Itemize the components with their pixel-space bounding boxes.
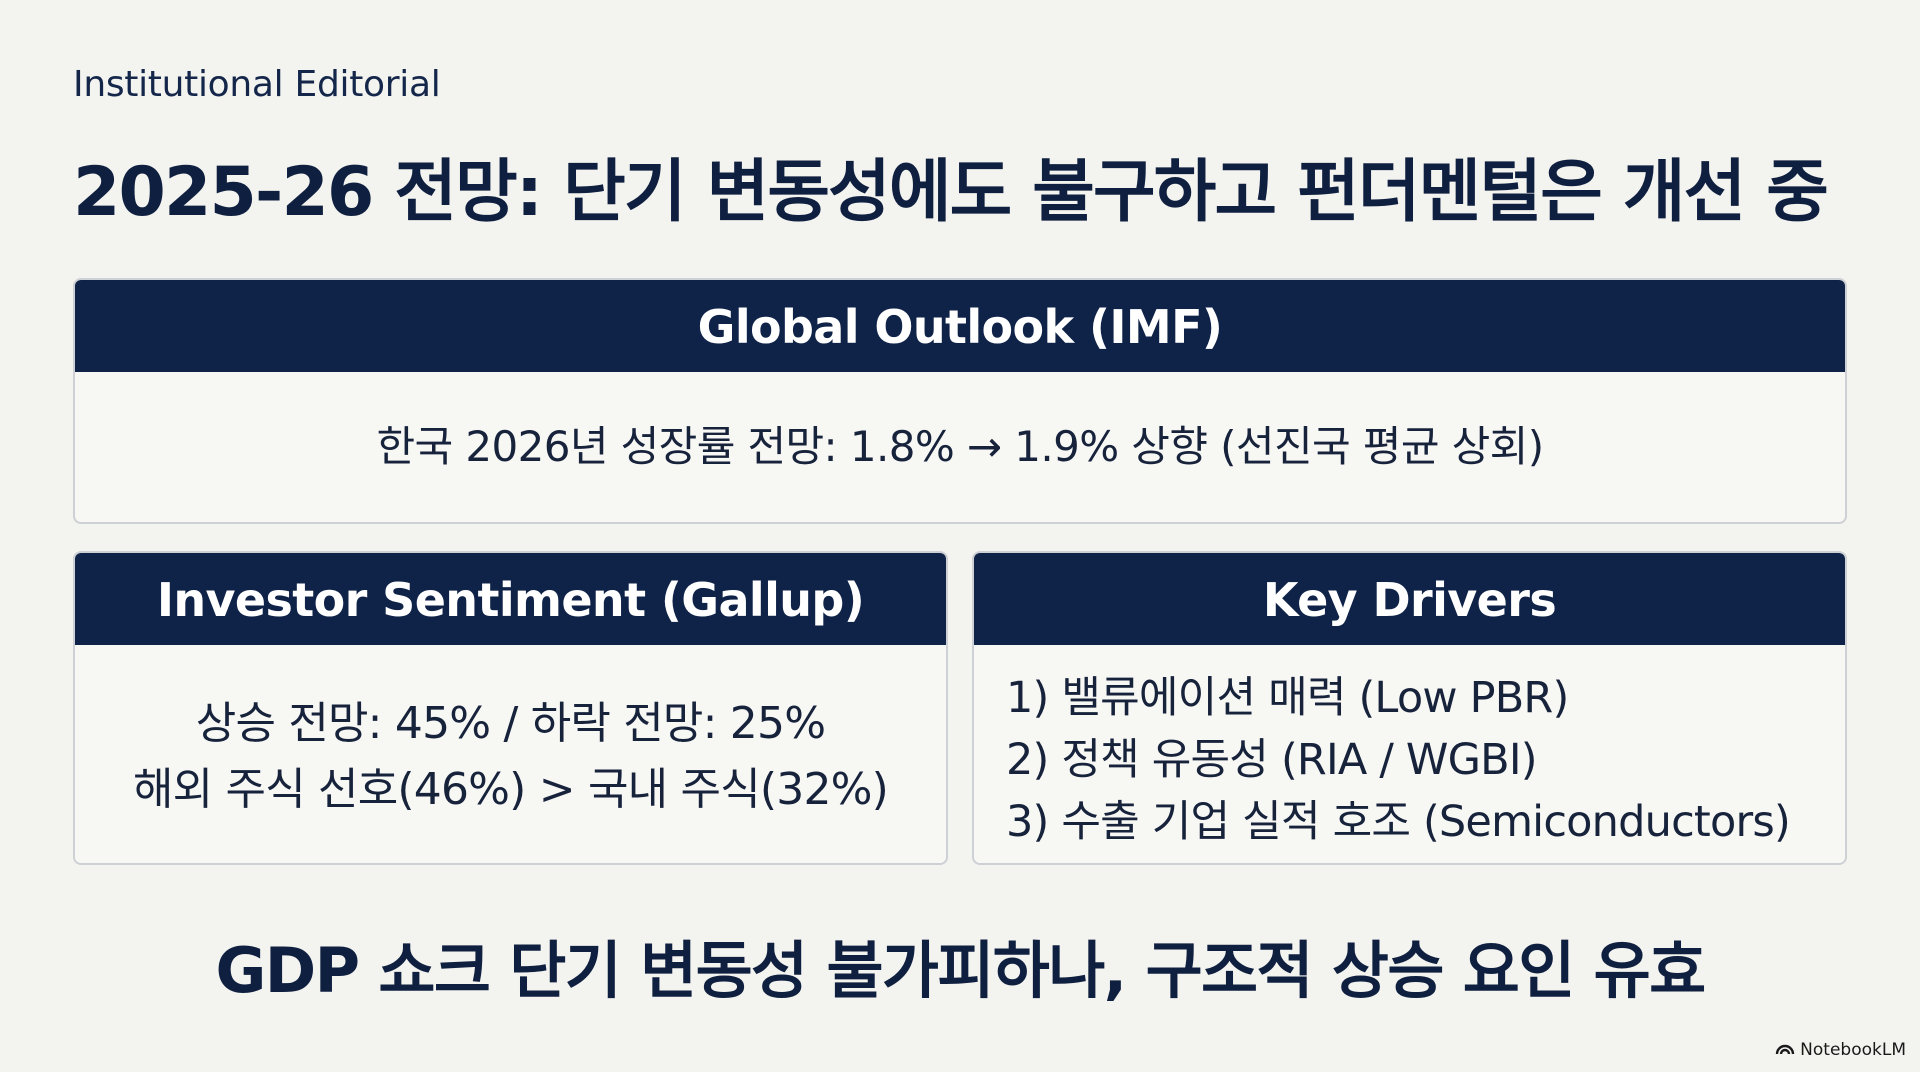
investor-sentiment-card: Investor Sentiment (Gallup) 상승 전망: 45% /… xyxy=(73,551,948,865)
sentiment-line: 상승 전망: 45% / 하락 전망: 25% xyxy=(195,698,826,749)
investor-sentiment-body: 상승 전망: 45% / 하락 전망: 25% 해외 주식 선호(46%) > … xyxy=(75,645,946,823)
notebooklm-icon xyxy=(1775,1040,1795,1060)
driver-item: 1) 밸류에이션 매력 (Low PBR) xyxy=(1006,673,1569,723)
driver-item: 2) 정책 유동성 (RIA / WGBI) xyxy=(1006,735,1538,785)
conclusion-text: GDP 쇼크 단기 변동성 불가피하나, 구조적 상승 요인 유효 xyxy=(215,934,1706,1007)
brand-label: NotebookLM xyxy=(1800,1040,1906,1060)
sentiment-line: 해외 주식 선호(46%) > 국내 주식(32%) xyxy=(132,764,889,815)
page-title: 2025-26 전망: 단기 변동성에도 불구하고 펀더멘털은 개선 중 xyxy=(73,153,1829,232)
key-drivers-heading: Key Drivers xyxy=(974,553,1845,645)
brand-watermark: NotebookLM xyxy=(1775,1040,1906,1060)
kicker: Institutional Editorial xyxy=(73,64,441,105)
global-outlook-heading: Global Outlook (IMF) xyxy=(75,280,1845,372)
key-drivers-list: 1) 밸류에이션 매력 (Low PBR) 2) 정책 유동성 (RIA / W… xyxy=(974,645,1845,853)
investor-sentiment-heading: Investor Sentiment (Gallup) xyxy=(75,553,946,645)
global-outlook-card: Global Outlook (IMF) 한국 2026년 성장률 전망: 1.… xyxy=(73,278,1847,524)
driver-item: 3) 수출 기업 실적 호조 (Semiconductors) xyxy=(1006,797,1791,847)
global-outlook-text: 한국 2026년 성장률 전망: 1.8% → 1.9% 상향 (선진국 평균 … xyxy=(376,422,1545,471)
key-drivers-card: Key Drivers 1) 밸류에이션 매력 (Low PBR) 2) 정책 … xyxy=(972,551,1847,865)
